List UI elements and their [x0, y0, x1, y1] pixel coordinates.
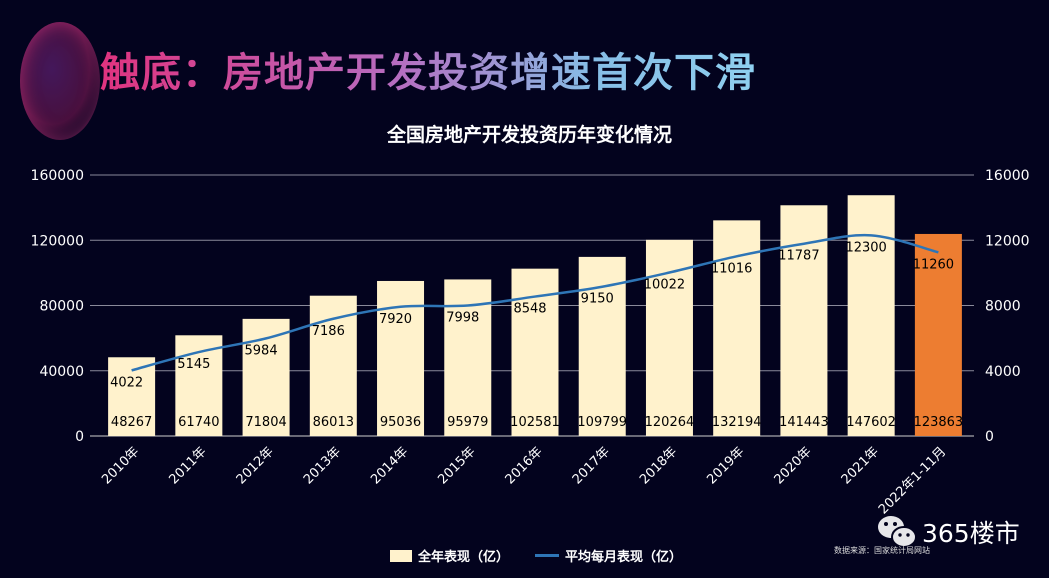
line-value-label: 11260: [913, 257, 954, 272]
line-value-label: 7186: [312, 324, 345, 339]
x-tick-label: 2021年: [839, 444, 882, 487]
line-value-label: 7920: [379, 312, 412, 327]
right-tick-label: 16000: [985, 168, 1030, 184]
line-value-label: 12300: [845, 240, 886, 255]
line-value-label: 4022: [110, 375, 143, 390]
data-source: 数据来源：国家统计局网站: [834, 546, 930, 555]
wechat-icon: [878, 516, 917, 548]
right-tick-label: 0: [985, 429, 994, 445]
bar-value-label: 141443: [779, 415, 829, 430]
globe-decoration: [20, 22, 100, 140]
bar-value-label: 71804: [245, 415, 286, 430]
page-title: 触底：房地产开发投资增速首次下滑: [100, 40, 756, 98]
x-tick-label: 2017年: [570, 444, 613, 487]
bar: [914, 233, 962, 436]
x-tick-label: 2014年: [368, 444, 411, 487]
line-value-label: 7998: [446, 311, 479, 326]
x-tick-label: 2010年: [99, 444, 142, 487]
legend-swatch-line: [535, 554, 560, 557]
x-tick-label: 2012年: [234, 444, 277, 487]
legend-label: 平均每月表现（亿）: [565, 550, 683, 565]
line-value-label: 11787: [778, 249, 819, 264]
bar: [377, 280, 425, 436]
x-tick-label: 2020年: [772, 444, 815, 487]
left-tick-label: 160000: [31, 168, 84, 184]
left-tick-label: 80000: [39, 299, 84, 315]
left-tick-label: 120000: [31, 233, 84, 249]
x-tick-label: 2018年: [637, 444, 680, 487]
x-tick-label: 2022年1-11月: [876, 444, 949, 517]
bar-value-label: 109799: [577, 415, 627, 430]
line-value-label: 8548: [513, 302, 546, 317]
x-tick-label: 2016年: [503, 444, 546, 487]
bar-value-label: 61740: [178, 415, 219, 430]
x-tick-label: 2015年: [435, 444, 478, 487]
legend: 全年表现（亿） 平均每月表现（亿）: [390, 546, 682, 565]
left-tick-label: 40000: [39, 364, 84, 380]
line-value-label: 10022: [644, 278, 685, 293]
bar-value-label: 120264: [645, 415, 695, 430]
line-value-label: 9150: [581, 292, 614, 307]
bar: [847, 195, 895, 436]
line-value-label: 5984: [245, 343, 278, 358]
bar-value-label: 95979: [447, 415, 488, 430]
bar-value-label: 86013: [313, 415, 354, 430]
legend-label: 全年表现（亿）: [418, 550, 510, 565]
bar-value-label: 48267: [111, 415, 152, 430]
x-tick-label: 2013年: [301, 444, 344, 487]
x-tick-label: 2011年: [166, 444, 209, 487]
x-tick-label: 2019年: [704, 444, 747, 487]
bar-value-label: 132194: [712, 415, 762, 430]
right-tick-label: 8000: [985, 299, 1021, 315]
legend-item-line: 平均每月表现（亿）: [535, 546, 682, 565]
bar-value-label: 102581: [510, 415, 560, 430]
line-series: [131, 233, 939, 372]
line-value-label: 5145: [177, 357, 210, 372]
brand-name: 365楼市: [922, 519, 1020, 548]
left-tick-label: 0: [75, 429, 84, 445]
line-value-label: 11016: [711, 261, 752, 276]
bar-value-label: 123863: [914, 415, 964, 430]
legend-swatch-bar: [390, 549, 412, 562]
chart-title: 全国房地产开发投资历年变化情况: [386, 124, 672, 146]
right-tick-label: 12000: [985, 233, 1030, 249]
bar-value-label: 147602: [846, 415, 896, 430]
bar-value-label: 95036: [380, 415, 421, 430]
legend-item-bar: 全年表现（亿）: [390, 546, 509, 565]
right-tick-label: 4000: [985, 364, 1021, 380]
